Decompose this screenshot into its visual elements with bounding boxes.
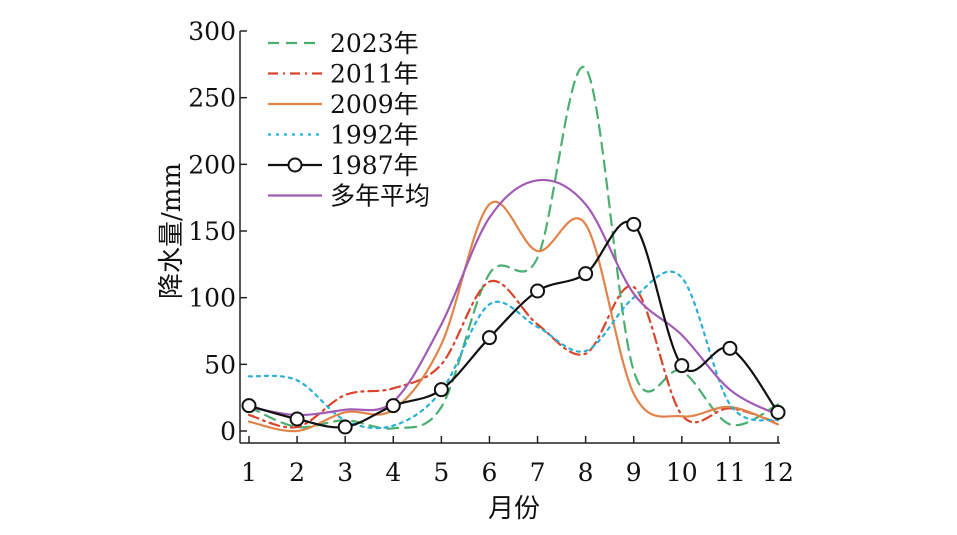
x-tick-label: 8 [578, 458, 594, 487]
legend-item: 1987年 [268, 151, 419, 180]
data-point-marker [770, 404, 786, 420]
x-tick-label: 2 [289, 458, 305, 487]
data-point-marker [481, 330, 497, 346]
y-axis-title: 降水量/mm [157, 163, 187, 299]
x-tick-label: 12 [762, 458, 794, 487]
series-2023年 [247, 65, 780, 430]
y-tick-label: 50 [204, 350, 236, 379]
legend-item: 2009年 [268, 90, 419, 119]
y-tick-label: 250 [188, 84, 236, 113]
legend-item: 多年平均 [268, 182, 430, 211]
legend-label: 1992年 [330, 121, 419, 150]
legend-item: 2023年 [268, 29, 419, 58]
legend-label: 2009年 [330, 90, 419, 119]
series-1987年 [241, 216, 786, 435]
x-ticks: 1 2 3 4 5 6 7 8 9 10 11 12 [241, 436, 794, 487]
data-point-marker [674, 358, 690, 374]
axes [239, 31, 780, 444]
y-tick-label: 150 [188, 217, 236, 246]
y-tick-label: 200 [188, 150, 236, 179]
legend-label: 2023年 [330, 29, 419, 58]
x-tick-label: 4 [385, 458, 401, 487]
x-tick-label: 3 [337, 458, 353, 487]
x-tick-label: 9 [626, 458, 642, 487]
x-tick-label: 1 [241, 458, 257, 487]
data-point-marker [530, 283, 546, 299]
legend-item: 2011年 [268, 60, 419, 89]
legend-item: 1992年 [268, 121, 419, 150]
x-tick-label: 6 [482, 458, 498, 487]
series-layer [241, 65, 786, 435]
data-point-marker [385, 398, 401, 414]
data-point-marker [578, 266, 594, 282]
y-tick-label: 0 [220, 417, 236, 446]
x-tick-label: 5 [433, 458, 449, 487]
data-point-marker [433, 382, 449, 398]
series-多年平均 [247, 178, 780, 417]
legend-label: 1987年 [330, 151, 419, 180]
y-tick-label: 300 [188, 17, 236, 46]
series-line [247, 65, 780, 430]
data-point-marker [241, 398, 257, 414]
x-tick-label: 10 [666, 458, 698, 487]
series-line [247, 200, 780, 433]
series-2009年 [247, 200, 780, 433]
legend-label: 多年平均 [330, 182, 430, 211]
series-line [247, 178, 780, 417]
y-ticks: 0 50 100 150 200 250 300 [188, 17, 247, 446]
y-tick-label: 100 [188, 284, 236, 313]
data-point-marker [337, 419, 353, 435]
x-axis-title: 月份 [488, 494, 540, 524]
x-tick-label: 11 [714, 458, 746, 487]
data-point-marker [289, 411, 305, 427]
data-point-marker [722, 340, 738, 356]
x-tick-label: 7 [530, 458, 546, 487]
series-line [247, 220, 780, 429]
legend-marker [287, 157, 303, 173]
legend-label: 2011年 [330, 60, 419, 89]
data-point-marker [626, 216, 642, 232]
